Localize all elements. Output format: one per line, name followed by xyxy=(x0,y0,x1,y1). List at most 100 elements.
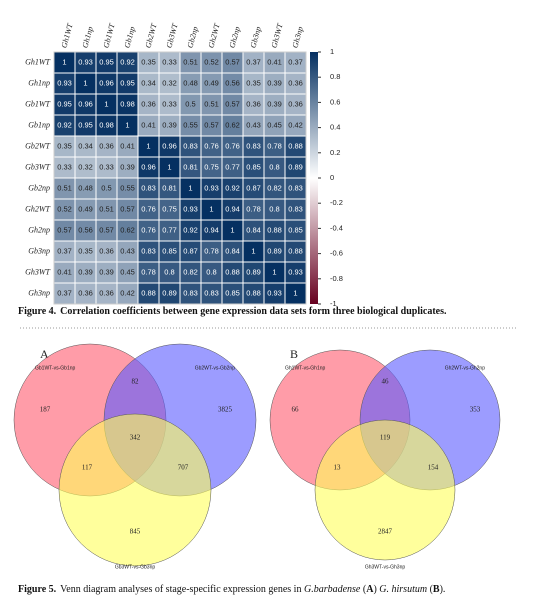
column-label: Gh3WT xyxy=(270,22,285,49)
cell-label: 0.33 xyxy=(162,99,177,108)
cell-label: 0.85 xyxy=(162,246,177,255)
cell-label: 0.96 xyxy=(141,162,156,171)
heatmap-cell xyxy=(54,241,75,262)
cell-label: 0.98 xyxy=(99,120,114,129)
heatmap-cell xyxy=(54,199,75,220)
cell-label: 0.51 xyxy=(99,204,114,213)
region-count: 3825 xyxy=(218,406,233,414)
heatmap-cell xyxy=(54,136,75,157)
cell-label: 0.88 xyxy=(225,267,240,276)
cell-label: 0.83 xyxy=(288,204,303,213)
cell-label: 0.95 xyxy=(99,57,114,66)
heatmap-cell xyxy=(138,136,159,157)
heatmap-cell xyxy=(201,94,222,115)
cell-label: 0.33 xyxy=(57,162,72,171)
cell-label: 0.89 xyxy=(267,246,282,255)
cell-label: 0.36 xyxy=(246,99,261,108)
colorbar xyxy=(310,52,318,304)
cell-label: 0.36 xyxy=(78,288,93,297)
heatmap-cell xyxy=(243,220,264,241)
heatmap-cell xyxy=(285,73,306,94)
cell-label: 0.52 xyxy=(204,57,219,66)
heatmap-cell xyxy=(159,220,180,241)
heatmap-cell xyxy=(264,94,285,115)
heatmap-cell xyxy=(75,115,96,136)
cell-label: 0.41 xyxy=(57,267,72,276)
heatmap-cell xyxy=(222,52,243,73)
region-count: 707 xyxy=(178,464,189,472)
heatmap-cell xyxy=(75,94,96,115)
cell-label: 0.76 xyxy=(204,141,219,150)
heatmap-cell xyxy=(180,220,201,241)
heatmap-cell xyxy=(285,241,306,262)
cell-label: 0.36 xyxy=(141,99,156,108)
heatmap-cell xyxy=(138,115,159,136)
cell-label: 0.93 xyxy=(183,204,198,213)
region-count: 187 xyxy=(40,406,51,414)
heatmap-cell xyxy=(243,241,264,262)
heatmap-cell xyxy=(117,178,138,199)
colorbar-tick-label: 0 xyxy=(330,173,334,182)
cell-label: 1 xyxy=(104,99,108,108)
heatmap-cell xyxy=(117,52,138,73)
row-label: Gh3WT xyxy=(25,267,50,276)
region-count: 66 xyxy=(292,406,300,414)
caption-label: Figure 4. xyxy=(18,306,57,317)
cell-label: 0.92 xyxy=(183,225,198,234)
heatmap-cell xyxy=(75,52,96,73)
cell-label: 0.85 xyxy=(246,162,261,171)
row-label: Gh3np xyxy=(28,288,50,297)
cell-label: 0.51 xyxy=(57,183,72,192)
heatmap-cell xyxy=(117,262,138,283)
cell-label: 0.89 xyxy=(246,267,261,276)
cell-label: 0.81 xyxy=(183,162,198,171)
row-label: Gb2np xyxy=(28,183,50,192)
cell-label: 0.57 xyxy=(120,204,135,213)
heatmap-cell xyxy=(222,178,243,199)
heatmap-cell xyxy=(201,241,222,262)
set-name: Gb3WT-vs-Gb3np xyxy=(115,564,156,570)
heatmap-cell xyxy=(222,115,243,136)
caption-text: G. hirsutum xyxy=(379,584,427,595)
heatmap-cell xyxy=(285,178,306,199)
heatmap-cell xyxy=(201,262,222,283)
heatmap-cell xyxy=(54,178,75,199)
cell-label: 0.52 xyxy=(57,204,72,213)
column-label: Gh3np xyxy=(291,26,305,49)
caption-label: Figure 5. xyxy=(18,584,57,595)
heatmap-cell xyxy=(159,136,180,157)
cell-label: 0.83 xyxy=(183,141,198,150)
venn-set xyxy=(314,419,456,561)
cell-label: 0.55 xyxy=(183,120,198,129)
column-label: Gh1np xyxy=(81,26,95,49)
heatmap-cell xyxy=(285,115,306,136)
caption-text: Venn diagram analyses of stage-specific … xyxy=(60,584,304,595)
heatmap-cell xyxy=(243,199,264,220)
colorbar-tick-label: 0.6 xyxy=(330,97,340,106)
cell-label: 0.8 xyxy=(269,162,279,171)
cell-label: 0.32 xyxy=(78,162,93,171)
cell-label: 0.83 xyxy=(183,288,198,297)
cell-label: 0.95 xyxy=(120,78,135,87)
heatmap-cell xyxy=(201,52,222,73)
caption-text: Correlation coefficients between gene ex… xyxy=(60,306,447,317)
cell-label: 0.77 xyxy=(162,225,177,234)
heatmap-cell xyxy=(138,94,159,115)
colorbar-tick-label: -0.8 xyxy=(330,274,343,283)
heatmap-cell xyxy=(201,157,222,178)
cell-label: 0.96 xyxy=(99,78,114,87)
heatmap-cell xyxy=(138,199,159,220)
heatmap-cell xyxy=(222,241,243,262)
caption-text: ( xyxy=(427,584,434,595)
heatmap-cell xyxy=(138,220,159,241)
cell-label: 0.78 xyxy=(246,204,261,213)
heatmap-cell xyxy=(54,220,75,241)
cell-label: 0.33 xyxy=(162,57,177,66)
heatmap-cell xyxy=(138,157,159,178)
column-label: Gh1WT xyxy=(60,22,75,49)
heatmap-cell xyxy=(285,157,306,178)
cell-label: 0.36 xyxy=(99,141,114,150)
region-count: 353 xyxy=(470,406,481,414)
cell-label: 0.85 xyxy=(225,288,240,297)
